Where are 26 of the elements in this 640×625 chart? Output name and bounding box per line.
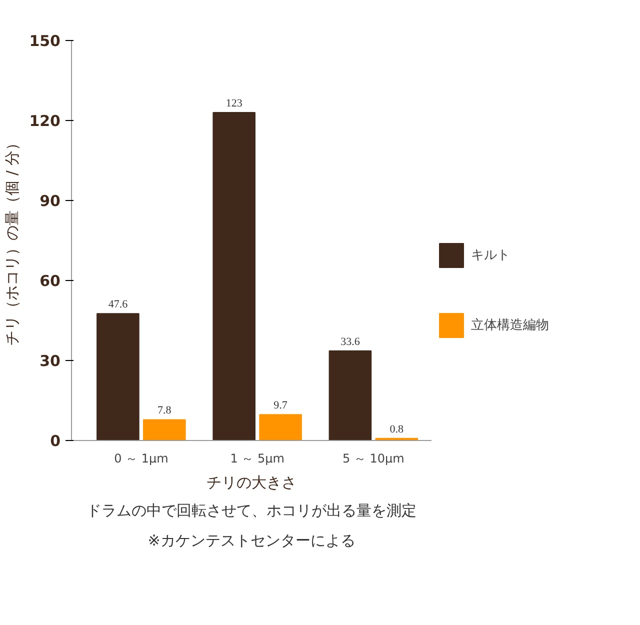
y-tick-label: 150 (29, 32, 60, 50)
y-axis-title: チリ（ホコリ）の量（個 / 分） (3, 136, 22, 346)
data-label: 123 (226, 98, 243, 110)
bar (143, 419, 186, 440)
legend-label: 立体構造編物 (471, 317, 550, 334)
x-tick-label: 1 ～ 5µm (230, 452, 284, 466)
bar (96, 313, 140, 440)
x-axis-title: チリの大きさ (206, 474, 296, 492)
x-tick-label: 0 ～ 1µm (114, 452, 168, 466)
data-label: 7.8 (158, 404, 172, 417)
data-label: 9.7 (274, 400, 288, 412)
x-tick-label: 5 ～ 10µm (342, 452, 404, 466)
legend-label: キルト (471, 247, 511, 264)
y-tick-label: 90 (40, 192, 60, 210)
bar (328, 350, 372, 440)
bar (212, 112, 256, 440)
data-label: 0.8 (390, 423, 404, 436)
data-label: 47.6 (108, 298, 128, 311)
y-tick-label: 30 (40, 352, 60, 370)
bar (259, 414, 302, 440)
y-tick-label: 60 (40, 272, 60, 290)
y-tick-label: 120 (29, 112, 60, 130)
data-label: 33.6 (340, 336, 360, 348)
y-tick-label: 0 (50, 432, 60, 450)
text: ※カケンテストセンターによる (148, 532, 356, 550)
text: ドラムの中で回転させて、ホコリが出る量を測定 (86, 502, 416, 520)
